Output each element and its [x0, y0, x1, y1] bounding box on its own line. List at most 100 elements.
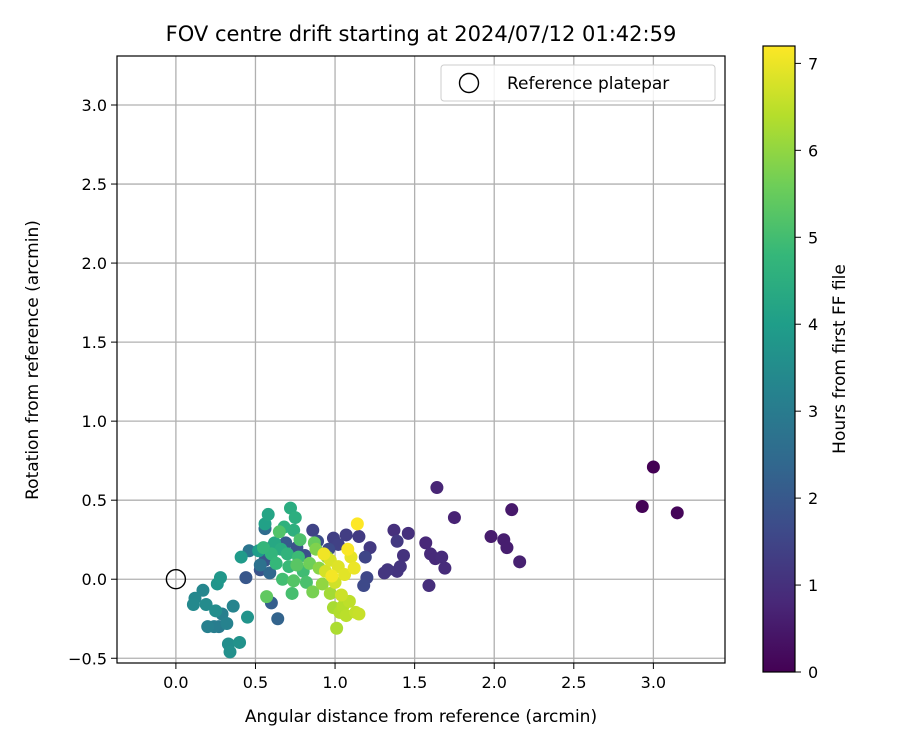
data-point: [330, 621, 344, 635]
data-point: [357, 579, 371, 593]
data-point: [293, 533, 307, 547]
colorbar-tick-label: 3: [808, 402, 818, 421]
colorbar-tick-label: 1: [808, 576, 818, 595]
data-point: [505, 503, 519, 517]
data-point: [339, 528, 353, 542]
data-point: [447, 511, 461, 525]
data-point: [186, 598, 200, 612]
data-point: [261, 507, 275, 521]
data-point: [226, 599, 240, 613]
data-point: [500, 541, 514, 555]
y-tick-label: 2.0: [82, 254, 107, 273]
data-point: [422, 579, 436, 593]
data-point: [285, 586, 299, 600]
data-point: [396, 549, 410, 563]
data-point: [256, 541, 270, 555]
data-point: [430, 481, 444, 495]
y-tick-label: 1.0: [82, 412, 107, 431]
colorbar-ticks: 0 1 2 3 4 5 6 7: [795, 54, 818, 682]
data-point: [196, 583, 210, 597]
colorbar: 0 1 2 3 4 5 6 7 Hours from first FF file: [762, 45, 850, 682]
grid-lines: [117, 56, 725, 663]
colorbar-tick-label: 4: [808, 315, 818, 334]
data-point: [317, 547, 331, 561]
legend-box: [440, 64, 716, 102]
data-point: [288, 511, 302, 525]
y-tick-label: 2.5: [82, 175, 107, 194]
data-point: [670, 506, 684, 520]
y-axis-label: Rotation from reference (arcmin): [23, 220, 43, 500]
x-tick-label: 0.0: [163, 673, 188, 692]
data-point: [401, 526, 415, 540]
legend-label: Reference platepar: [507, 74, 669, 94]
data-point: [280, 547, 294, 561]
data-point: [646, 460, 660, 474]
data-point: [419, 536, 433, 550]
x-tick-label: 1.5: [402, 673, 427, 692]
data-point: [435, 550, 449, 564]
y-tick-label: 1.5: [82, 333, 107, 352]
data-point: [390, 534, 404, 548]
data-point: [484, 530, 498, 544]
reference-marker-group: [165, 569, 187, 590]
colorbar-tick-label: 2: [808, 489, 818, 508]
data-point: [438, 561, 452, 575]
data-point: [269, 556, 283, 570]
data-point: [350, 517, 364, 531]
legend: Reference platepar: [440, 64, 716, 102]
data-point: [334, 588, 348, 602]
data-point: [272, 525, 286, 539]
data-point: [290, 558, 304, 572]
data-point: [387, 523, 401, 537]
y-tick-label: 0.5: [82, 491, 107, 510]
y-tick-label: 3.0: [82, 96, 107, 115]
x-tick-label: 0.5: [243, 673, 268, 692]
x-tick-label: 3.0: [641, 673, 666, 692]
colorbar-label: Hours from first FF file: [830, 264, 850, 454]
data-point: [220, 616, 234, 630]
data-point: [213, 571, 227, 585]
data-point: [223, 645, 237, 659]
data-point: [241, 610, 255, 624]
colorbar-tick-label: 7: [808, 54, 818, 73]
data-point: [253, 558, 267, 572]
data-point: [315, 577, 329, 591]
y-tick-label: −0.5: [68, 649, 107, 668]
data-point: [239, 571, 253, 585]
data-point: [260, 590, 274, 604]
data-point: [635, 500, 649, 514]
data-point: [271, 612, 285, 626]
colorbar-tick-label: 5: [808, 228, 818, 247]
colorbar-gradient: [762, 45, 796, 673]
data-point: [306, 585, 320, 599]
data-point: [287, 574, 301, 588]
x-tick-label: 2.0: [481, 673, 506, 692]
data-point: [325, 569, 339, 583]
data-point: [338, 567, 352, 581]
data-point: [299, 575, 313, 589]
reference-marker-icon: [165, 569, 187, 590]
data-point: [358, 550, 372, 564]
data-point: [234, 550, 248, 564]
data-point: [377, 566, 391, 580]
data-point: [352, 607, 366, 621]
data-point: [306, 523, 320, 537]
colorbar-tick-label: 6: [808, 141, 818, 160]
x-axis-label: Angular distance from reference (arcmin): [245, 707, 597, 727]
data-point: [341, 542, 355, 556]
y-tick-label: 0.0: [82, 570, 107, 589]
x-tick-label: 1.0: [322, 673, 347, 692]
data-point: [201, 620, 215, 634]
data-point: [263, 566, 277, 580]
data-point: [233, 635, 247, 649]
data-point: [199, 598, 213, 612]
chart-title: FOV centre drift starting at 2024/07/12 …: [166, 22, 677, 46]
data-points: [186, 460, 684, 659]
x-axis-ticks: 0.0 0.5 1.0 1.5 2.0 2.5 3.0: [163, 663, 666, 692]
data-point: [209, 604, 223, 618]
x-tick-label: 2.5: [561, 673, 586, 692]
colorbar-tick-label: 0: [808, 663, 818, 682]
data-point: [352, 530, 366, 544]
y-axis-ticks: −0.5 0.0 0.5 1.0 1.5 2.0 2.5 3.0: [68, 96, 117, 668]
